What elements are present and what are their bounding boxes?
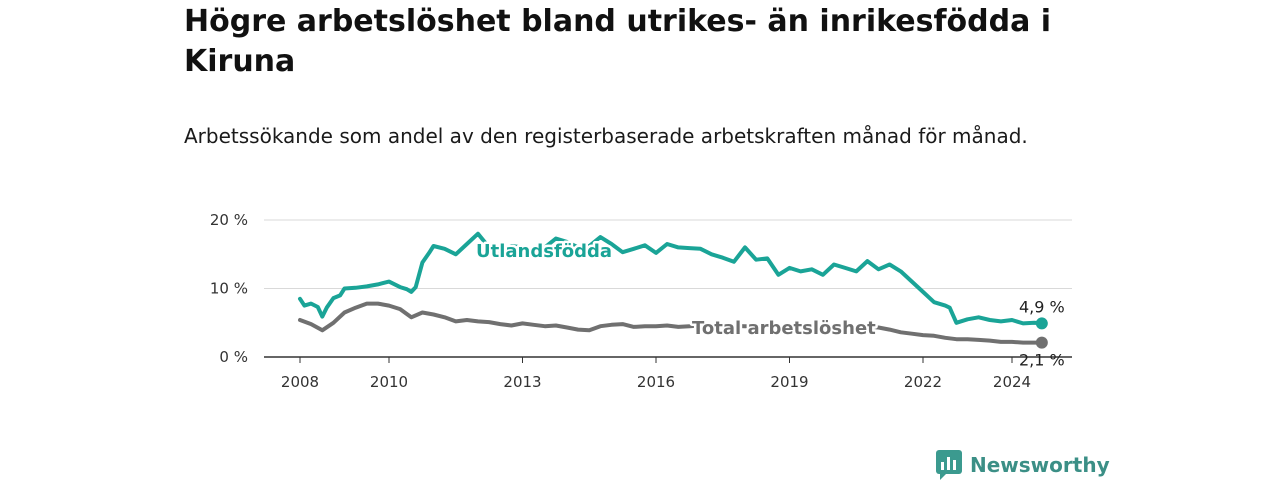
chart-title: Högre arbetslöshet bland utrikes- än inr… <box>184 4 1052 79</box>
series-line-total <box>298 301 1044 345</box>
newsworthy-logo-icon <box>936 450 962 480</box>
series-lines <box>298 231 1048 349</box>
y-tick-label: 20 % <box>210 211 248 229</box>
x-tick-label: 2022 <box>904 373 942 391</box>
brand-name: Newsworthy <box>970 453 1110 477</box>
logo-bar-3 <box>953 460 956 470</box>
y-tick-label: 0 % <box>219 348 248 366</box>
series-label-utlandsfodda: Utlandsfödda <box>476 241 612 262</box>
series-end-point <box>1035 336 1048 349</box>
series-labels: 4,9 %2,1 %UtlandsföddaUtlandsföddaTotal … <box>474 239 1065 370</box>
axes: 0 % 10 % 20 % 2008 2010 2013 2016 2019 2022 2024 <box>210 211 1072 391</box>
logo-bar-1 <box>941 462 944 470</box>
logo-pointer <box>940 474 946 480</box>
x-tick-label: 2024 <box>993 373 1031 391</box>
grid-lines <box>264 219 1072 289</box>
x-tick-label: 2019 <box>770 373 808 391</box>
series-end-point <box>1035 317 1048 330</box>
series-end-label: 2,1 % <box>1019 351 1065 370</box>
series-label-halo: Total arbetslöshet <box>692 318 876 339</box>
x-tick-label: 2016 <box>637 373 675 391</box>
series-end-label: 4,9 % <box>1019 297 1065 316</box>
series-line-utlandsfodda <box>298 231 1044 326</box>
chart-subtitle: Arbetssökande som andel av den registerb… <box>184 124 1028 148</box>
y-tick-label: 10 % <box>210 280 248 298</box>
series-label-total: Total arbetslöshet <box>692 318 876 339</box>
brand-logo[interactable]: Newsworthy <box>936 448 1110 482</box>
logo-bar-2 <box>947 457 950 470</box>
series-label-halo: Utlandsfödda <box>476 241 612 262</box>
x-tick-label: 2013 <box>503 373 541 391</box>
x-tick-label: 2008 <box>281 373 319 391</box>
x-tick-label: 2010 <box>370 373 408 391</box>
